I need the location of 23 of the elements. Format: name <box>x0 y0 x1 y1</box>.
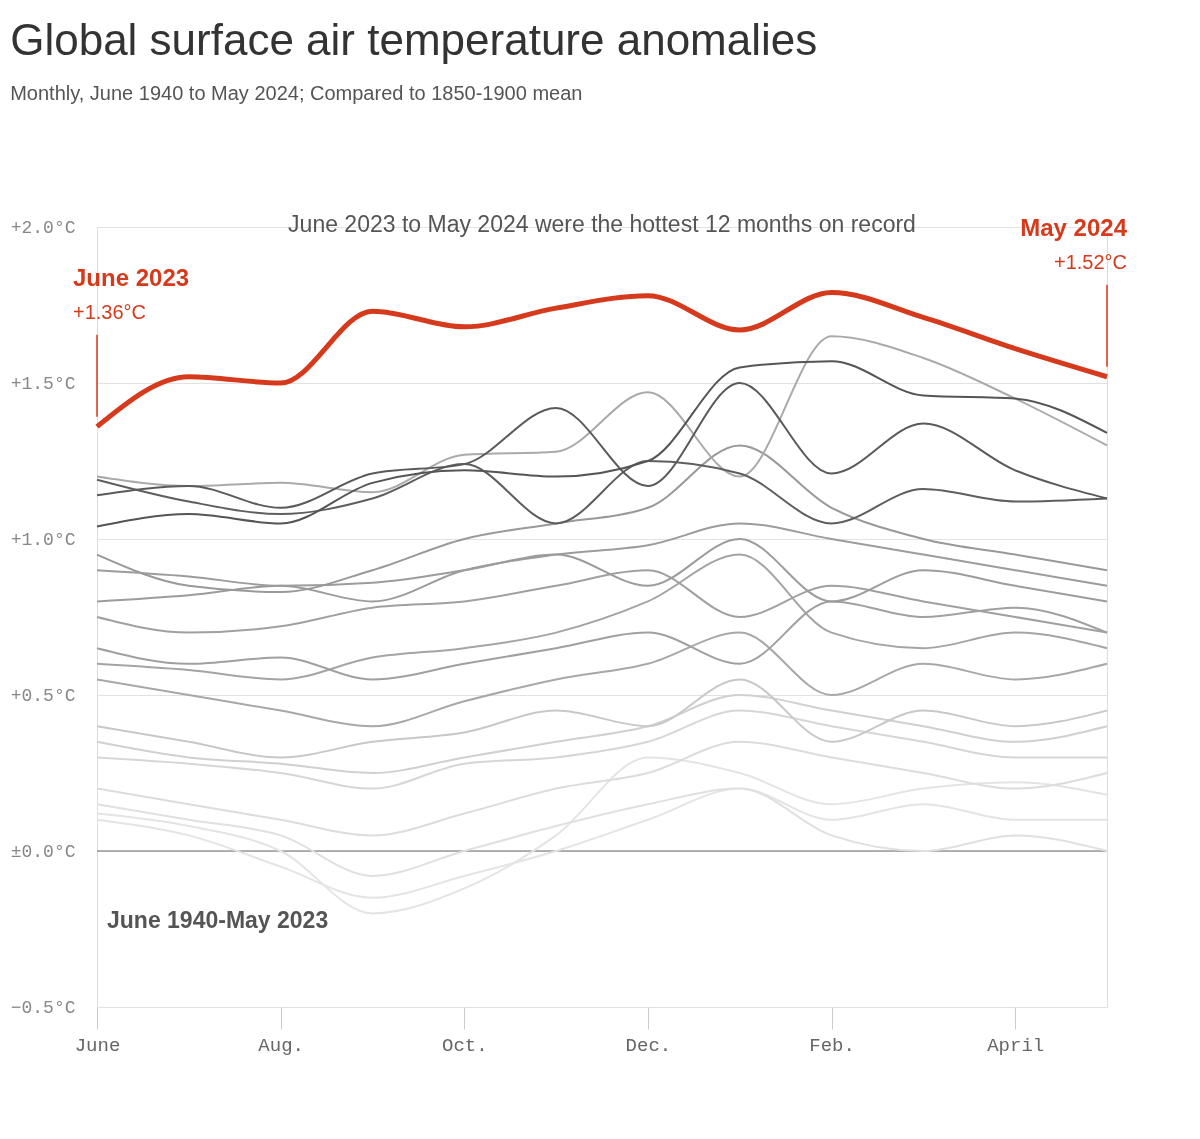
line-series <box>96 553 1108 681</box>
x-tick-label: Aug. <box>258 1034 304 1057</box>
chart-subtitle: Monthly, June 1940 to May 2024; Compared to 1850-1900 mean <box>10 82 583 104</box>
x-tick-label: Feb. <box>809 1034 855 1057</box>
annotation: June 2023 to May 2024 were the hottest 12 months on record <box>288 211 916 237</box>
x-tick-label: Dec. <box>625 1034 672 1057</box>
y-tick-label: +0.5°C <box>10 685 76 706</box>
x-tick-label: Oct. <box>441 1034 488 1057</box>
annotation: +1.36°C <box>73 300 147 323</box>
y-tick-label: +1.0°C <box>10 529 76 550</box>
x-tick-label: April <box>987 1034 1045 1057</box>
y-tick-label: −0.5°C <box>10 997 76 1018</box>
line-series <box>96 335 1108 494</box>
y-tick-label: +2.0°C <box>10 217 76 238</box>
x-tick-label: June <box>74 1034 121 1057</box>
annotation: June 2023 <box>73 263 190 291</box>
annotation: June 1940-May 2023 <box>107 907 329 934</box>
y-tick-label: +1.5°C <box>10 373 76 394</box>
annotation: +1.52°C <box>1053 250 1127 273</box>
y-tick-label: ±0.0°C <box>10 841 76 862</box>
line-series <box>96 360 1108 528</box>
annotation: May 2024 <box>1020 213 1128 241</box>
chart-title: Global surface air temperature anomalies <box>10 15 818 64</box>
